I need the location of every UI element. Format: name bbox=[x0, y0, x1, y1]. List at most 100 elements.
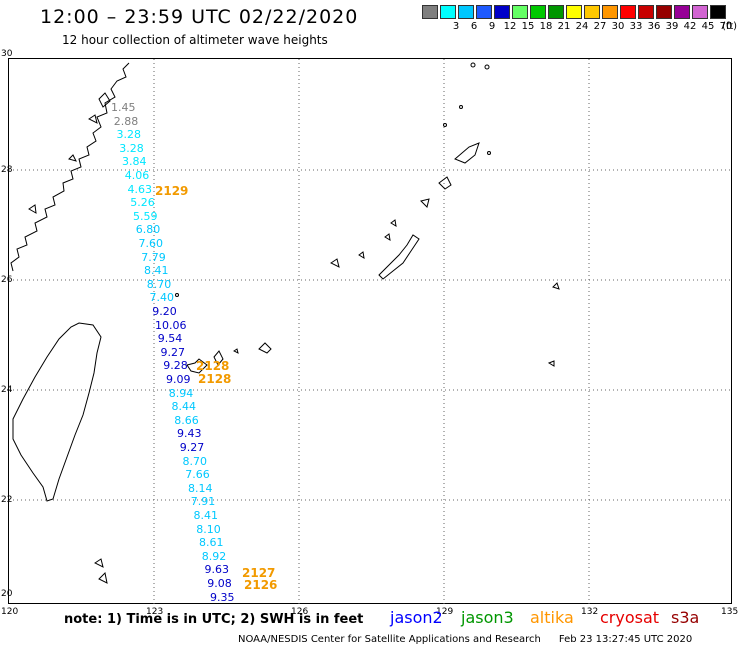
china-coastline bbox=[10, 62, 130, 272]
footer-credit: NOAA/NESDIS Center for Satellite Applica… bbox=[238, 634, 692, 645]
legend-label: 12 bbox=[503, 21, 517, 32]
wave-height-value: 9.54 bbox=[157, 332, 183, 346]
lon-label: 129 bbox=[436, 607, 454, 617]
wave-height-value: 7.91 bbox=[190, 495, 216, 509]
lon-label: 120 bbox=[1, 607, 19, 617]
legend-label: 33 bbox=[629, 21, 643, 32]
timestamp: Feb 23 13:27:45 UTC 2020 bbox=[558, 634, 693, 645]
orbit-label: 2126 bbox=[244, 578, 278, 592]
legend-swatch bbox=[638, 5, 654, 19]
legend-label: 42 bbox=[683, 21, 697, 32]
wave-height-value: 7.66 bbox=[185, 468, 210, 482]
map-canvas bbox=[9, 59, 733, 605]
satellite-altika: altika bbox=[530, 608, 574, 627]
wave-height-value: 7.40 bbox=[149, 291, 175, 305]
legend-swatch bbox=[692, 5, 708, 19]
legend-swatch bbox=[548, 5, 564, 19]
legend-label: 39 bbox=[665, 21, 679, 32]
coastlines bbox=[10, 62, 560, 584]
wave-height-value: 5.26 bbox=[130, 196, 155, 210]
wave-height-value: 9.28 bbox=[163, 359, 188, 373]
wave-height-value: 9.08 bbox=[207, 577, 232, 590]
taiwan-coastline bbox=[12, 322, 102, 502]
wave-height-value: 8.66 bbox=[174, 413, 199, 427]
wave-height-value: 9.43 bbox=[177, 427, 202, 441]
wave-height-value: 4.06 bbox=[124, 169, 150, 182]
map-title: 12:00 – 23:59 UTC 02/22/2020 bbox=[40, 6, 359, 28]
map-panel: 120 123 126 129 132 135 30 28 26 24 22 2… bbox=[1, 49, 738, 617]
legend-swatch bbox=[566, 5, 582, 19]
wave-height-value: 8.70 bbox=[182, 454, 208, 468]
legend-swatch bbox=[710, 5, 726, 19]
wave-height-value: 4.63 bbox=[127, 182, 153, 196]
wave-height-value: 9.09 bbox=[166, 373, 191, 386]
lat-label: 26 bbox=[1, 275, 13, 285]
wave-height-value: 9.63 bbox=[204, 563, 230, 577]
legend-swatch bbox=[530, 5, 546, 19]
wave-height-value: 7.79 bbox=[141, 250, 166, 264]
wave-height-value: 8.41 bbox=[193, 509, 219, 522]
satellite-jason2: jason2 bbox=[390, 608, 443, 627]
wave-height-value: 9.20 bbox=[152, 305, 177, 318]
legend-label: 21 bbox=[557, 21, 571, 32]
legend-swatch bbox=[620, 5, 636, 19]
wave-height-value: 8.10 bbox=[196, 522, 221, 536]
legend-swatch bbox=[476, 5, 492, 19]
satellite-jason3: jason3 bbox=[461, 608, 514, 627]
wave-height-value: 8.61 bbox=[199, 536, 224, 550]
wave-height-value: 6.80 bbox=[135, 223, 161, 237]
lat-label: 28 bbox=[1, 165, 13, 175]
legend-swatch bbox=[440, 5, 456, 19]
legend-swatch bbox=[458, 5, 474, 19]
wave-height-value: 5.59 bbox=[133, 209, 158, 223]
okinawa-coastline bbox=[378, 234, 420, 280]
legend-unit: (ft) bbox=[722, 21, 738, 32]
legend-swatch bbox=[584, 5, 600, 19]
legend-label: 6 bbox=[470, 21, 478, 32]
legend-label: 70 bbox=[719, 21, 733, 32]
lat-label: 22 bbox=[1, 495, 13, 505]
legend-swatch bbox=[512, 5, 528, 19]
wave-height-value: 3.28 bbox=[116, 128, 142, 142]
legend-label: 45 bbox=[701, 21, 715, 32]
legend-label: 15 bbox=[521, 21, 535, 32]
wave-height-value: 3.84 bbox=[122, 155, 147, 169]
legend-label: 9 bbox=[488, 21, 496, 32]
legend-label: 18 bbox=[539, 21, 553, 32]
legend-label: 36 bbox=[647, 21, 661, 32]
wave-height-value: 8.92 bbox=[201, 549, 227, 563]
legend-label: 24 bbox=[575, 21, 589, 32]
lat-label: 30 bbox=[1, 49, 13, 59]
lon-label: 135 bbox=[721, 607, 739, 617]
lon-label: 132 bbox=[581, 607, 599, 617]
wave-height-value: 7.60 bbox=[138, 237, 164, 250]
orbit-label: 2128 bbox=[196, 359, 230, 373]
satellite-s3a: s3a bbox=[671, 608, 700, 627]
legend-label: 3 bbox=[452, 21, 460, 32]
legend-swatch bbox=[422, 5, 438, 19]
wave-height-value: 8.70 bbox=[146, 277, 172, 291]
legend-swatch bbox=[602, 5, 618, 19]
wave-height-value: 3.28 bbox=[119, 141, 144, 155]
orbit-label: 2128 bbox=[198, 372, 232, 386]
legend-label: 30 bbox=[611, 21, 625, 32]
legend-swatch bbox=[674, 5, 690, 19]
wave-height-value: 8.44 bbox=[171, 400, 197, 414]
wave-height-value: 9.27 bbox=[179, 441, 205, 454]
wave-height-value: 9.35 bbox=[210, 590, 235, 604]
graticule bbox=[9, 59, 733, 605]
orbit-label: 2129 bbox=[155, 184, 189, 198]
legend-swatch bbox=[656, 5, 672, 19]
lon-label: 126 bbox=[291, 607, 309, 617]
footer-note: note: 1) Time is in UTC; 2) SWH is in fe… bbox=[64, 612, 364, 627]
wave-height-value: 8.94 bbox=[168, 386, 194, 400]
legend-swatch bbox=[494, 5, 510, 19]
satellite-cryosat: cryosat bbox=[600, 608, 660, 627]
lon-label: 123 bbox=[146, 607, 164, 617]
wave-height-value: 8.41 bbox=[144, 264, 169, 278]
credit-text: NOAA/NESDIS Center for Satellite Applica… bbox=[238, 634, 541, 645]
map-subtitle: 12 hour collection of altimeter wave hei… bbox=[62, 33, 328, 47]
wave-height-value: 1.45 bbox=[111, 101, 136, 114]
lat-label: 24 bbox=[1, 385, 13, 395]
legend-label: 27 bbox=[593, 21, 607, 32]
